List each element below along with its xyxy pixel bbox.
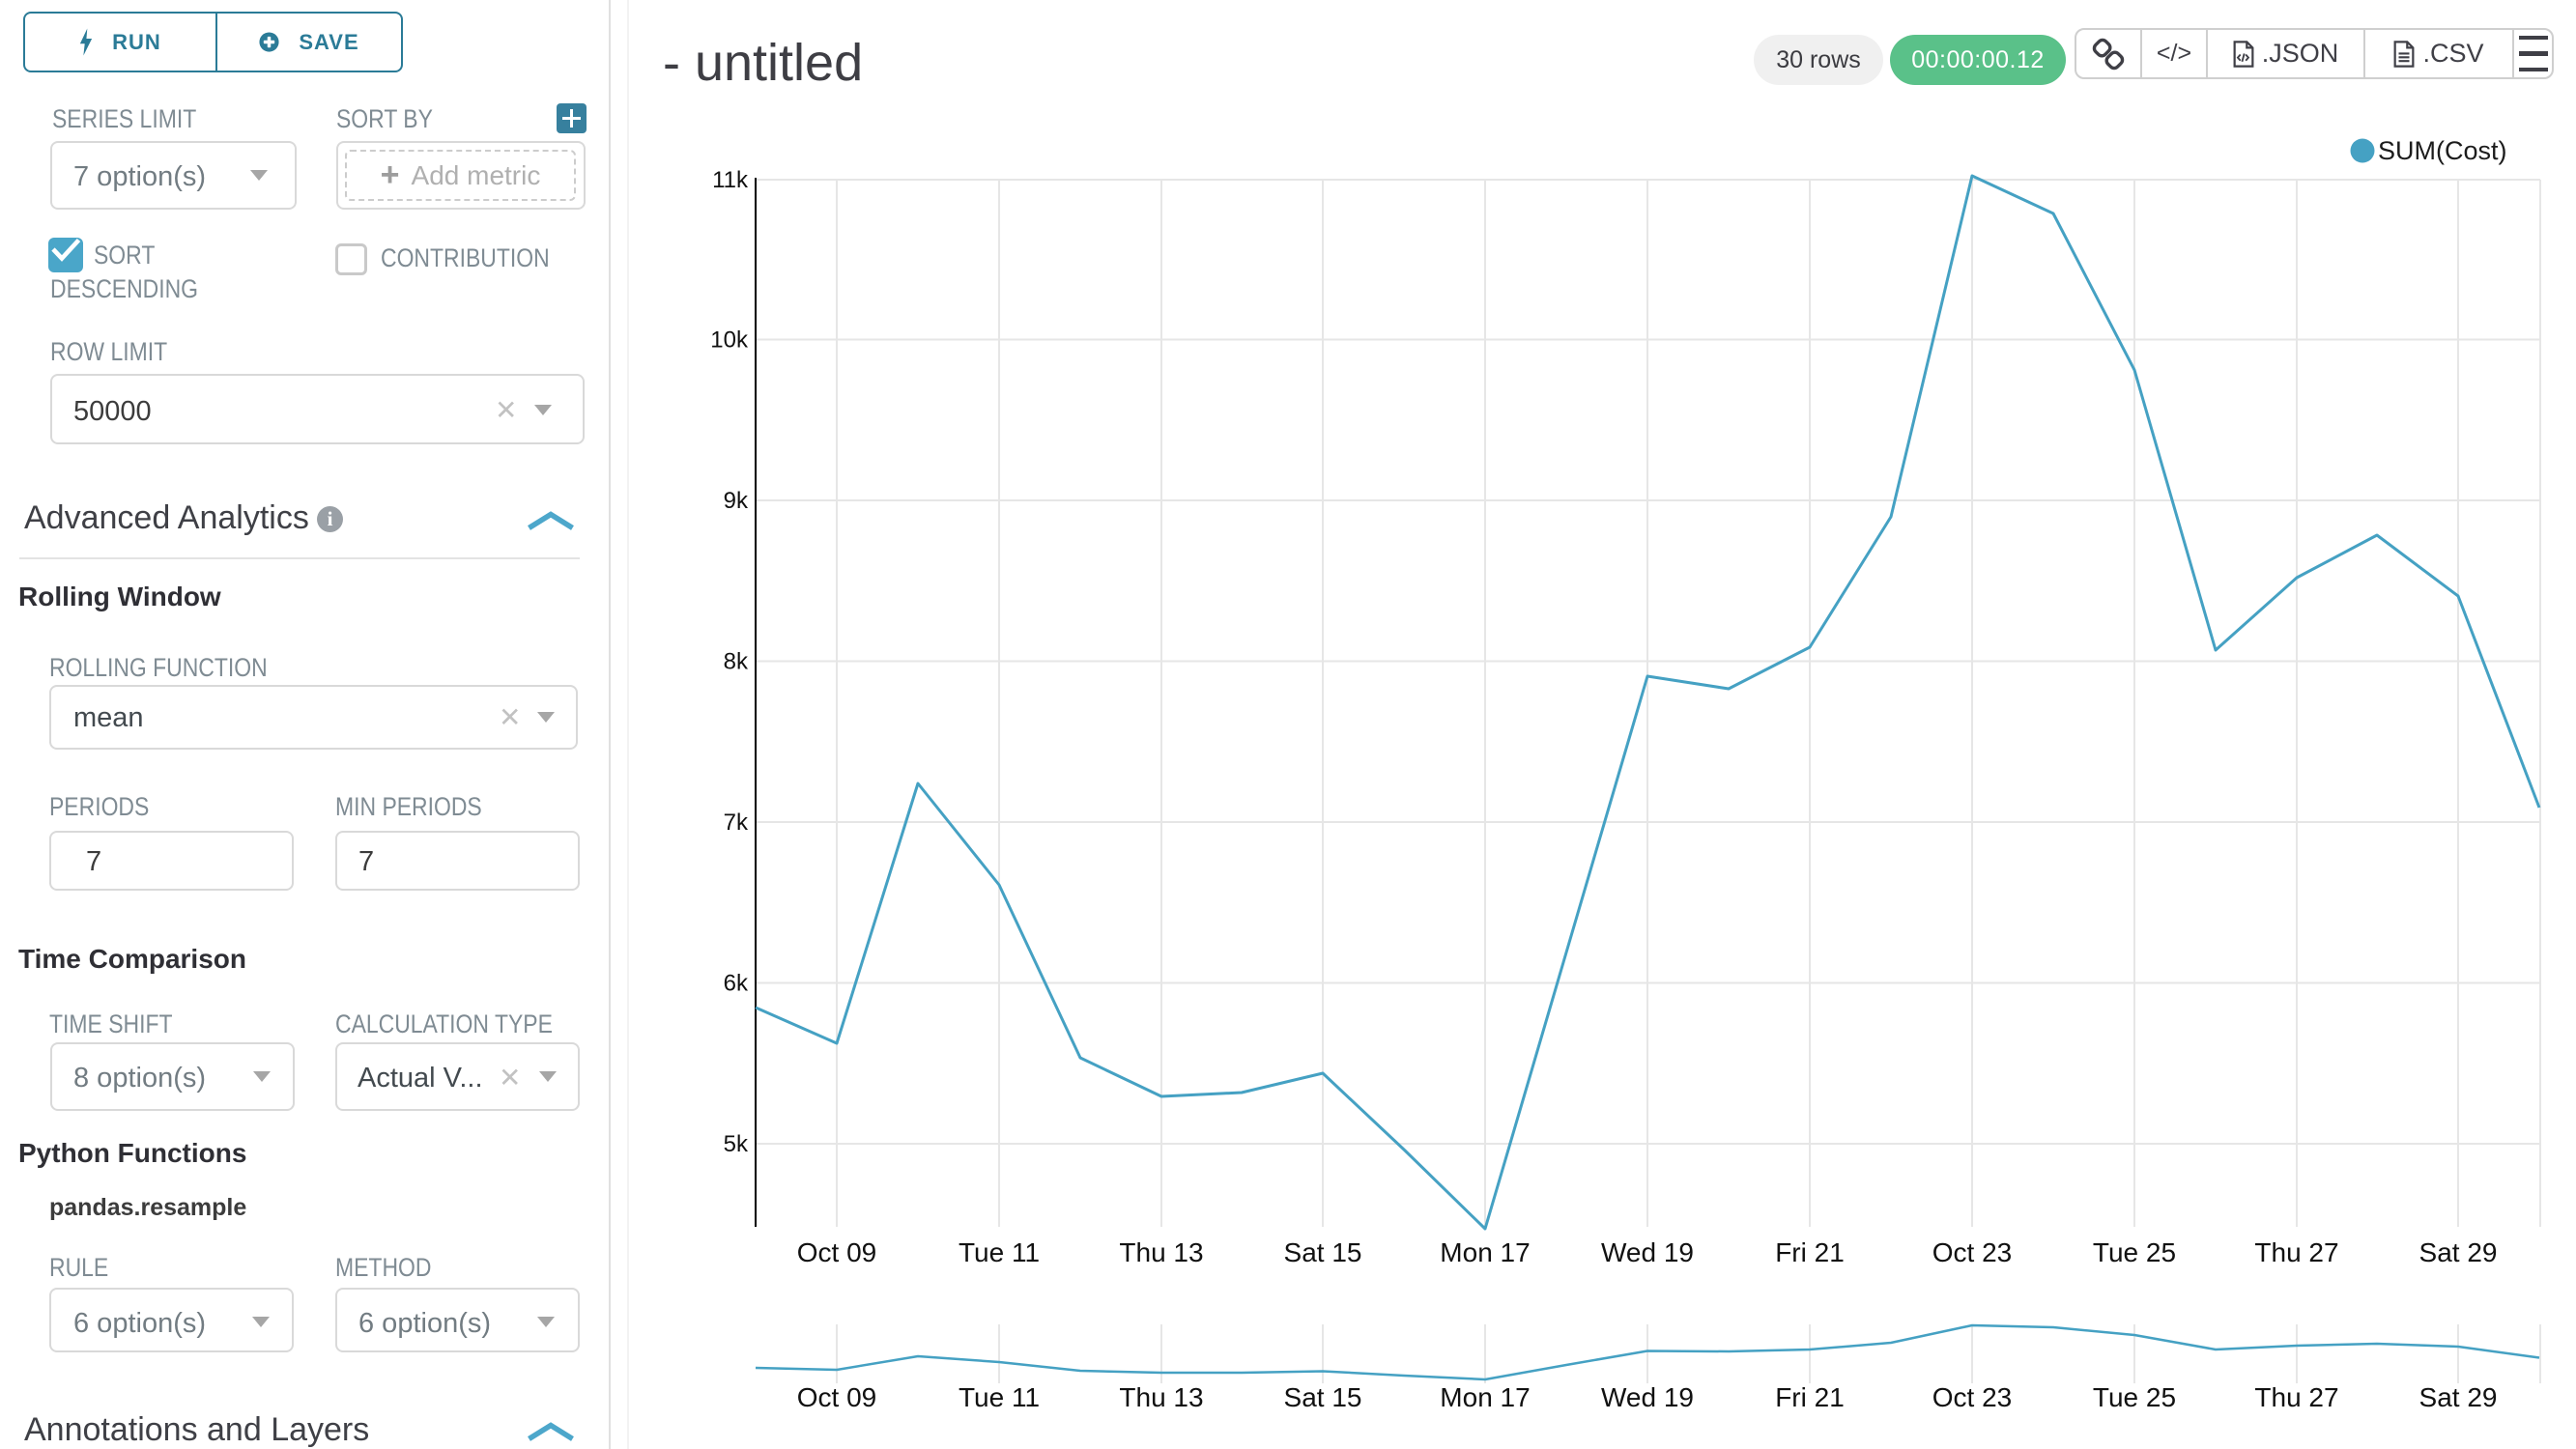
svg-text:Fri 21: Fri 21 [1775, 1237, 1845, 1267]
svg-text:Thu 13: Thu 13 [1119, 1237, 1203, 1267]
svg-text:Oct 23: Oct 23 [1932, 1382, 2012, 1412]
svg-text:7k: 7k [724, 810, 749, 836]
svg-text:9k: 9k [724, 488, 749, 514]
svg-text:Sat 15: Sat 15 [1284, 1237, 1362, 1267]
svg-text:Tue 25: Tue 25 [2093, 1382, 2176, 1412]
svg-text:Tue 25: Tue 25 [2093, 1237, 2176, 1267]
svg-text:Thu 27: Thu 27 [2254, 1237, 2338, 1267]
svg-text:SUM(Cost): SUM(Cost) [2378, 136, 2507, 165]
svg-text:Oct 09: Oct 09 [797, 1382, 876, 1412]
svg-text:10k: 10k [710, 327, 749, 354]
svg-text:Thu 27: Thu 27 [2254, 1382, 2338, 1412]
svg-text:8k: 8k [724, 649, 749, 675]
svg-text:5k: 5k [724, 1131, 749, 1157]
svg-text:Mon 17: Mon 17 [1440, 1237, 1530, 1267]
svg-text:Mon 17: Mon 17 [1440, 1382, 1530, 1412]
svg-text:Fri 21: Fri 21 [1775, 1382, 1845, 1412]
svg-text:Sat 29: Sat 29 [2419, 1382, 2498, 1412]
svg-text:11k: 11k [712, 167, 749, 193]
svg-text:Sat 29: Sat 29 [2419, 1237, 2498, 1267]
svg-text:Tue 11: Tue 11 [959, 1237, 1040, 1267]
svg-text:Tue 11: Tue 11 [959, 1382, 1040, 1412]
svg-text:Thu 13: Thu 13 [1119, 1382, 1203, 1412]
svg-text:6k: 6k [724, 971, 749, 997]
svg-text:Oct 23: Oct 23 [1932, 1237, 2012, 1267]
svg-text:Oct 09: Oct 09 [797, 1237, 876, 1267]
svg-text:Wed 19: Wed 19 [1601, 1382, 1694, 1412]
svg-text:Wed 19: Wed 19 [1601, 1237, 1694, 1267]
svg-text:Sat 15: Sat 15 [1284, 1382, 1362, 1412]
